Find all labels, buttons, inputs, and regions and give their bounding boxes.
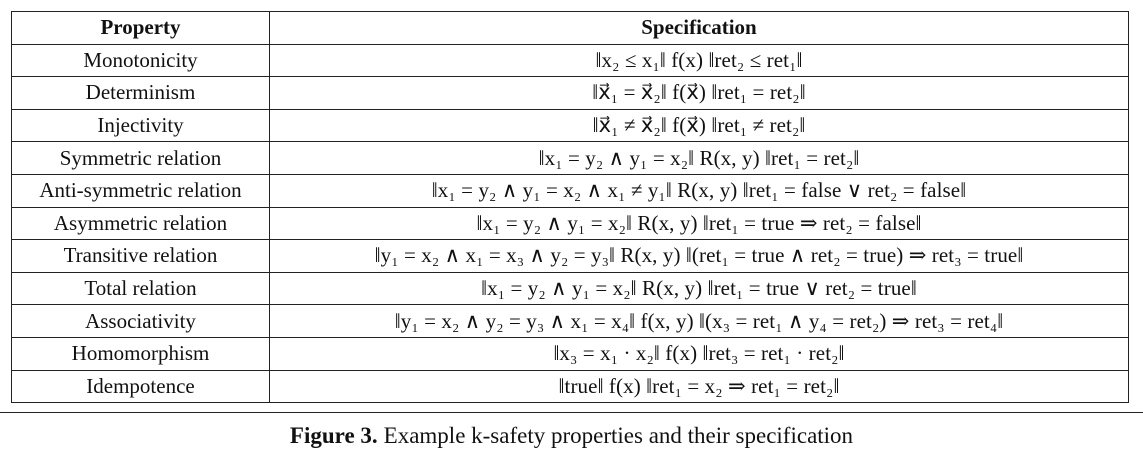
property-cell: Injectivity bbox=[11, 108, 270, 143]
specification-cell: ‖x⃗₁ ≠ x⃗₂‖ f(x⃗) ‖ret₁ ≠ ret₂‖ bbox=[269, 108, 1129, 143]
table-row: Injectivity ‖x⃗₁ ≠ x⃗₂‖ f(x⃗) ‖ret₁ ≠ re… bbox=[11, 108, 1129, 143]
table-row: Determinism ‖x⃗₁ = x⃗₂‖ f(x⃗) ‖ret₁ = re… bbox=[11, 76, 1129, 110]
specification-cell: ‖true‖ f(x) ‖ret₁ = x₂ ⇒ ret₁ = ret₂‖ bbox=[269, 369, 1129, 404]
property-cell: Asymmetric relation bbox=[11, 206, 270, 241]
property-cell: Total relation bbox=[11, 271, 270, 306]
specification-cell: ‖x₂ ≤ x₁‖ f(x) ‖ret₂ ≤ ret₁‖ bbox=[269, 43, 1129, 78]
property-cell: Monotonicity bbox=[11, 43, 270, 78]
table-row: Asymmetric relation ‖x₁ = y₂ ∧ y₁ = x₂‖ … bbox=[11, 206, 1129, 241]
header-specification: Specification bbox=[269, 11, 1129, 45]
property-cell: Determinism bbox=[11, 76, 270, 110]
k-safety-properties-table: Property Specification Monotonicity ‖x₂ … bbox=[11, 11, 1129, 404]
figure-caption-text: Example k-safety properties and their sp… bbox=[383, 423, 854, 448]
table-row: Anti-symmetric relation ‖x₁ = y₂ ∧ y₁ = … bbox=[11, 173, 1129, 208]
specification-table-container: Property Specification Monotonicity ‖x₂ … bbox=[11, 11, 1129, 404]
property-cell: Transitive relation bbox=[11, 239, 270, 273]
property-cell: Idempotence bbox=[11, 369, 270, 404]
specification-cell: ‖x₁ = y₂ ∧ y₁ = x₂ ∧ x₁ ≠ y₁‖ R(x, y) ‖r… bbox=[269, 173, 1129, 208]
specification-cell: ‖x₃ = x₁ · x₂‖ f(x) ‖ret₃ = ret₁ · ret₂‖ bbox=[269, 336, 1129, 371]
table-row: Transitive relation ‖y₁ = x₂ ∧ x₁ = x₃ ∧… bbox=[11, 239, 1129, 273]
table-row: Symmetric relation ‖x₁ = y₂ ∧ y₁ = x₂‖ R… bbox=[11, 141, 1129, 175]
specification-cell: ‖x⃗₁ = x⃗₂‖ f(x⃗) ‖ret₁ = ret₂‖ bbox=[269, 76, 1129, 110]
specification-cell: ‖x₁ = y₂ ∧ y₁ = x₂‖ R(x, y) ‖ret₁ = true… bbox=[269, 271, 1129, 306]
table-row: Associativity ‖y₁ = x₂ ∧ y₂ = y₃ ∧ x₁ = … bbox=[11, 304, 1129, 338]
figure-label: Figure 3. bbox=[289, 423, 378, 448]
property-cell: Homomorphism bbox=[11, 336, 270, 371]
specification-cell: ‖x₁ = y₂ ∧ y₁ = x₂‖ R(x, y) ‖ret₁ = true… bbox=[269, 206, 1129, 241]
caption-divider bbox=[0, 412, 1143, 413]
property-cell: Anti-symmetric relation bbox=[11, 173, 270, 208]
specification-cell: ‖y₁ = x₂ ∧ x₁ = x₃ ∧ y₂ = y₃‖ R(x, y) ‖(… bbox=[269, 239, 1129, 273]
property-cell: Symmetric relation bbox=[11, 141, 270, 175]
figure-caption: Figure 3. Example k-safety properties and… bbox=[0, 422, 1143, 450]
table-row: Monotonicity ‖x₂ ≤ x₁‖ f(x) ‖ret₂ ≤ ret₁… bbox=[11, 43, 1129, 78]
table-row: Total relation ‖x₁ = y₂ ∧ y₁ = x₂‖ R(x, … bbox=[11, 271, 1129, 306]
specification-cell: ‖y₁ = x₂ ∧ y₂ = y₃ ∧ x₁ = x₄‖ f(x, y) ‖(… bbox=[269, 304, 1129, 338]
table-header-row: Property Specification bbox=[11, 11, 1129, 45]
property-cell: Associativity bbox=[11, 304, 270, 338]
table-row: Homomorphism ‖x₃ = x₁ · x₂‖ f(x) ‖ret₃ =… bbox=[11, 336, 1129, 371]
header-property: Property bbox=[11, 11, 270, 45]
table-row: Idempotence ‖true‖ f(x) ‖ret₁ = x₂ ⇒ ret… bbox=[11, 369, 1129, 404]
specification-cell: ‖x₁ = y₂ ∧ y₁ = x₂‖ R(x, y) ‖ret₁ = ret₂… bbox=[269, 141, 1129, 175]
